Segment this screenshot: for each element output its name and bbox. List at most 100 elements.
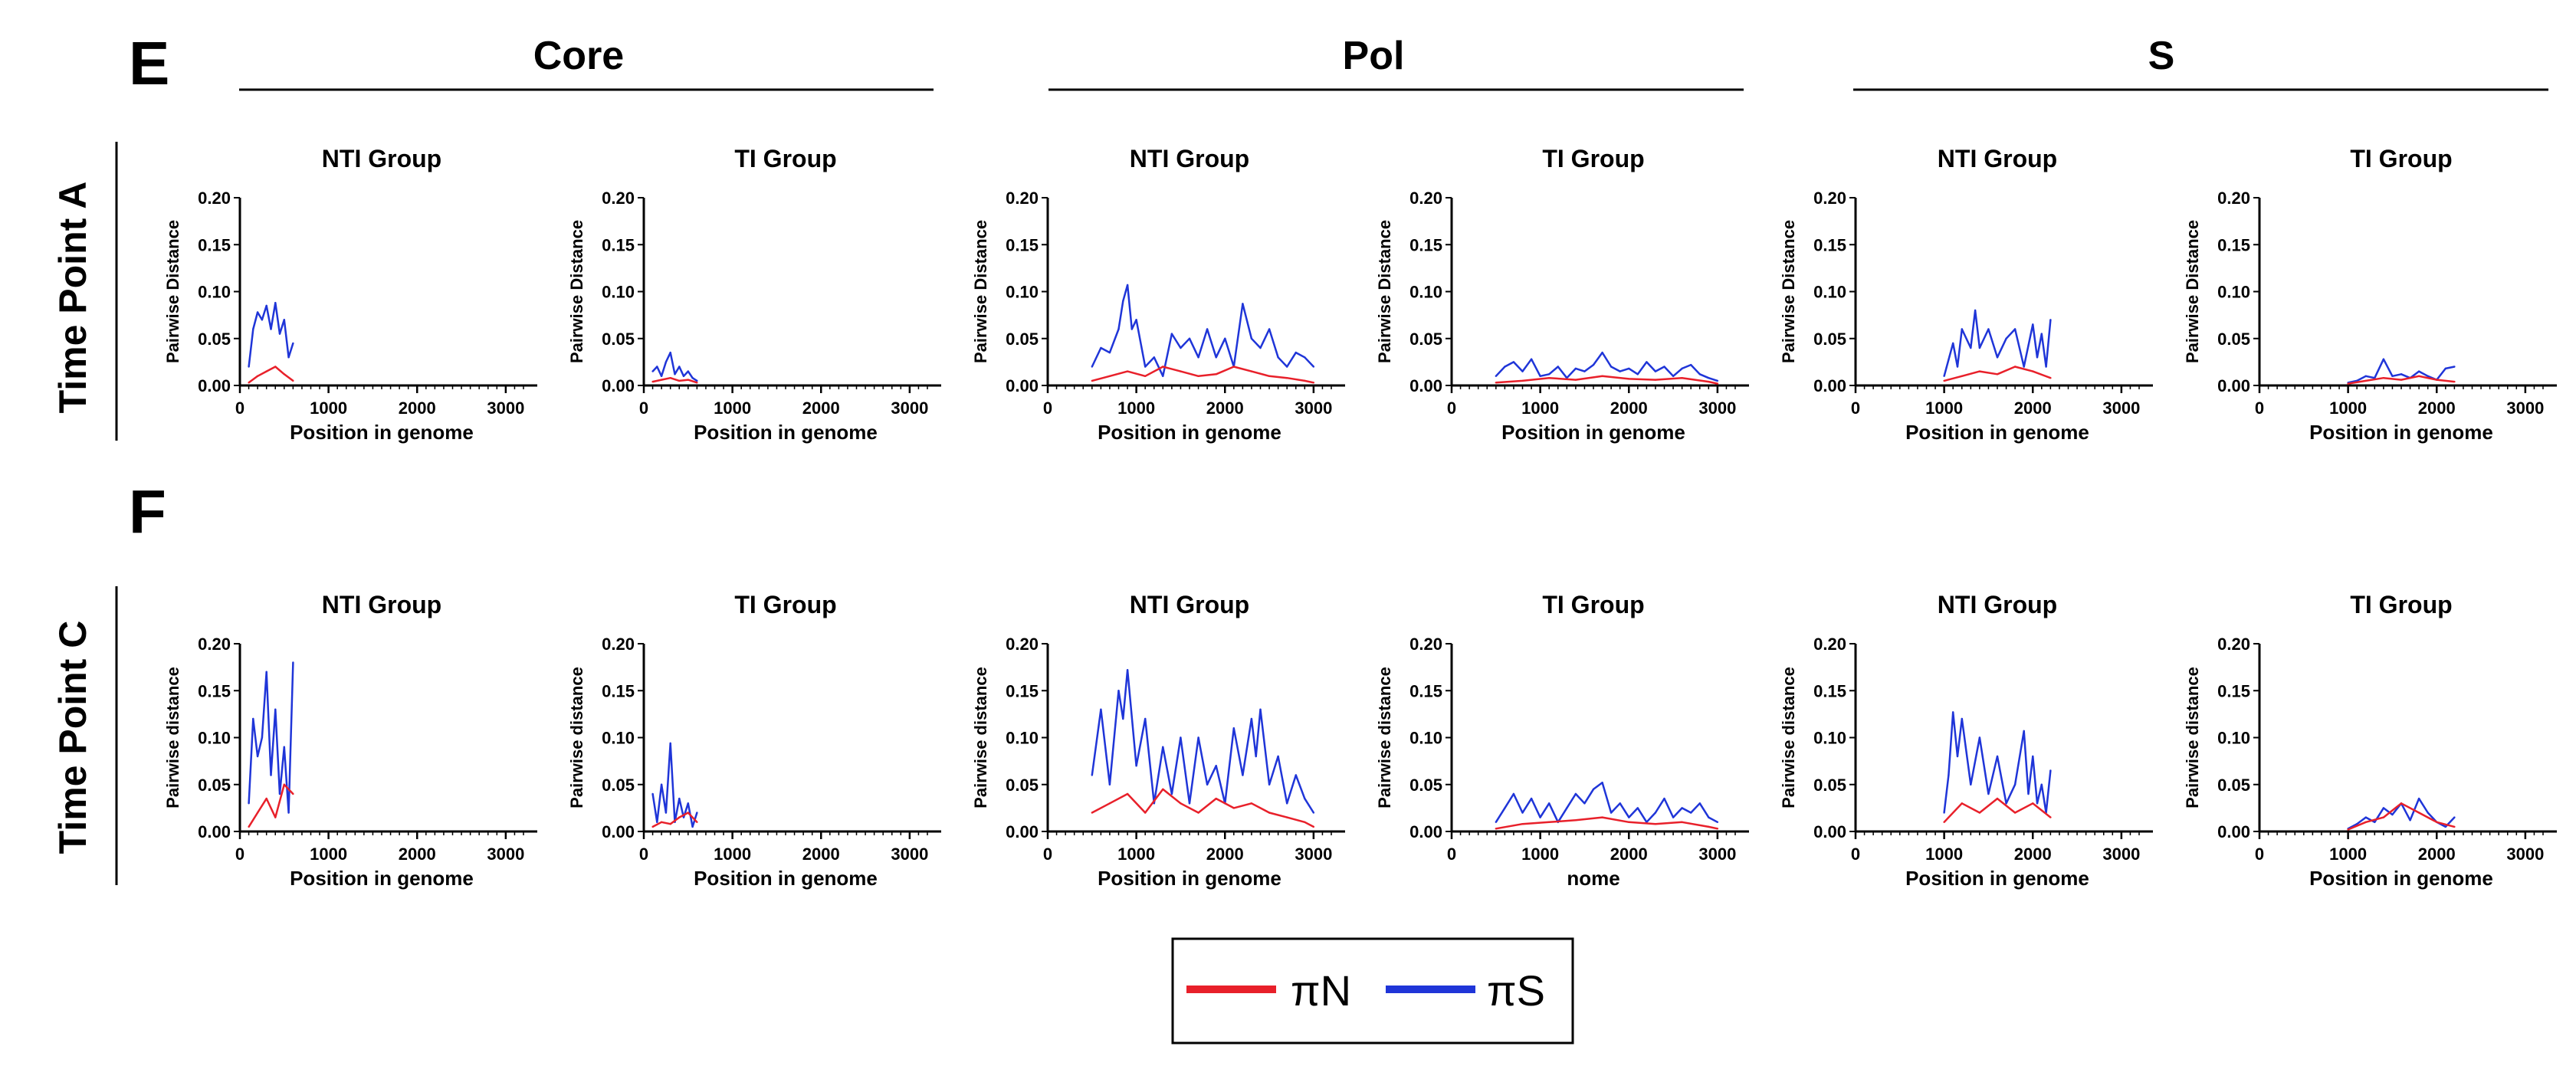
series-line-pi-n — [1495, 375, 1718, 385]
data-point-pi-s — [1122, 300, 1124, 302]
data-point-pi-s — [1100, 708, 1102, 710]
data-point-pi-s — [1978, 346, 1981, 349]
data-point-pi-s — [656, 821, 658, 824]
series-line-pi-n — [248, 783, 294, 828]
x-tick-label: 2000 — [802, 398, 840, 418]
data-point-pi-s — [1956, 366, 1959, 368]
data-point-pi-s — [1646, 361, 1648, 363]
x-tick-label: 2000 — [399, 398, 436, 418]
data-point-pi-s — [1215, 765, 1217, 767]
data-point-pi-s — [678, 366, 681, 368]
data-point-pi-n — [1108, 802, 1111, 805]
data-point-pi-n — [2400, 379, 2403, 381]
data-point-pi-s — [1996, 755, 1999, 758]
chart-0-1: TI Group 0.00 0.05 0.10 0.15 0.20 0 1000 2000 300… — [567, 145, 941, 444]
y-tick-label: 0.05 — [1006, 330, 1039, 349]
data-point-pi-s — [1091, 366, 1094, 368]
data-point-pi-s — [1952, 711, 1954, 713]
data-point-pi-s — [2027, 792, 2030, 795]
data-point-pi-s — [270, 774, 272, 776]
data-point-pi-n — [1708, 380, 1710, 383]
data-point-pi-n — [2453, 825, 2456, 828]
data-point-pi-n — [283, 373, 285, 376]
data-point-pi-n — [2417, 812, 2420, 814]
data-point-pi-n — [2453, 380, 2456, 383]
data-point-pi-n — [292, 379, 294, 382]
data-point-pi-n — [248, 825, 250, 828]
x-tick-label: 3000 — [2506, 845, 2544, 864]
data-point-pi-s — [1690, 812, 1692, 814]
data-point-pi-s — [2005, 337, 2007, 339]
data-point-pi-n — [651, 825, 654, 828]
data-point-pi-n — [1215, 797, 1217, 800]
data-point-pi-s — [1122, 717, 1124, 720]
y-tick-label: 0.10 — [2217, 283, 2250, 302]
y-axis-label: Pairwise Distance — [163, 220, 182, 363]
data-point-pi-n — [1716, 828, 1719, 830]
data-point-pi-s — [1255, 755, 1257, 758]
data-point-pi-s — [1566, 807, 1568, 809]
x-tick-label: 3000 — [1295, 398, 1332, 418]
data-point-pi-n — [1312, 382, 1315, 384]
data-point-pi-s — [660, 783, 663, 785]
y-axis-label: Pairwise distance — [971, 667, 990, 808]
data-point-pi-s — [2040, 333, 2043, 335]
y-tick-label: 0.10 — [1409, 729, 1442, 748]
data-point-pi-s — [2417, 797, 2420, 800]
y-tick-label: 0.00 — [1813, 376, 1846, 395]
data-point-pi-s — [1117, 690, 1120, 692]
data-point-pi-n — [1495, 382, 1498, 384]
chart-1-5: TI Group 0.00 0.05 0.10 0.15 0.20 0 1000 2000 300… — [2183, 591, 2557, 890]
chart-title: NTI Group — [1130, 145, 1249, 172]
data-point-pi-s — [1548, 802, 1551, 805]
data-point-pi-n — [1304, 821, 1306, 824]
y-tick-label: 0.15 — [602, 681, 635, 700]
data-point-pi-s — [1698, 802, 1701, 805]
x-tick-label: 1000 — [2329, 845, 2367, 864]
x-tick-label: 0 — [1043, 398, 1052, 418]
data-point-pi-s — [1952, 342, 1954, 345]
data-point-pi-s — [1654, 370, 1657, 372]
chart-title: TI Group — [2350, 145, 2452, 172]
data-point-pi-n — [1304, 379, 1306, 382]
gene-header-s: S — [2148, 34, 2175, 78]
y-tick-label: 0.15 — [198, 681, 231, 700]
data-point-pi-s — [1180, 736, 1182, 739]
data-point-pi-s — [1628, 367, 1630, 370]
data-point-pi-s — [1592, 363, 1595, 366]
data-point-pi-s — [1188, 337, 1191, 339]
chart-0-4: NTI Group 0.00 0.05 0.10 0.15 0.20 0 1000 2000 30… — [1779, 145, 2153, 444]
x-tick-label: 3000 — [891, 845, 928, 864]
data-point-pi-s — [1130, 328, 1134, 330]
data-point-pi-s — [1530, 797, 1533, 800]
data-point-pi-s — [1943, 375, 1945, 377]
data-point-pi-s — [1286, 366, 1288, 368]
data-point-pi-s — [2040, 783, 2043, 785]
data-point-pi-s — [1215, 356, 1217, 359]
data-point-pi-n — [1548, 821, 1551, 824]
data-point-pi-n — [1574, 819, 1577, 822]
y-tick-label: 0.10 — [1813, 729, 1846, 748]
y-tick-label: 0.00 — [1006, 376, 1039, 395]
data-point-pi-s — [1974, 309, 1977, 312]
data-point-pi-s — [696, 379, 698, 382]
x-tick-label: 2000 — [399, 845, 436, 864]
x-tick-label: 2000 — [2418, 845, 2456, 864]
data-point-pi-s — [1268, 328, 1271, 330]
y-tick-label: 0.05 — [2217, 776, 2250, 795]
x-axis-label: Position in genome — [290, 421, 474, 444]
data-point-pi-s — [1583, 802, 1586, 805]
x-tick-label: 2000 — [1206, 398, 1244, 418]
y-axis-label: Pairwise Distance — [2183, 220, 2202, 363]
data-point-pi-s — [1672, 816, 1675, 818]
data-point-pi-s — [691, 825, 694, 828]
data-point-pi-n — [1943, 821, 1945, 824]
x-tick-label: 1000 — [310, 398, 347, 418]
x-axis-label: Position in genome — [694, 867, 878, 890]
x-tick-label: 3000 — [891, 398, 928, 418]
x-tick-label: 1000 — [310, 845, 347, 864]
data-point-pi-n — [1574, 379, 1577, 381]
series-line-pi-n — [652, 376, 697, 384]
data-point-pi-n — [265, 797, 267, 800]
data-point-pi-s — [1224, 337, 1226, 339]
